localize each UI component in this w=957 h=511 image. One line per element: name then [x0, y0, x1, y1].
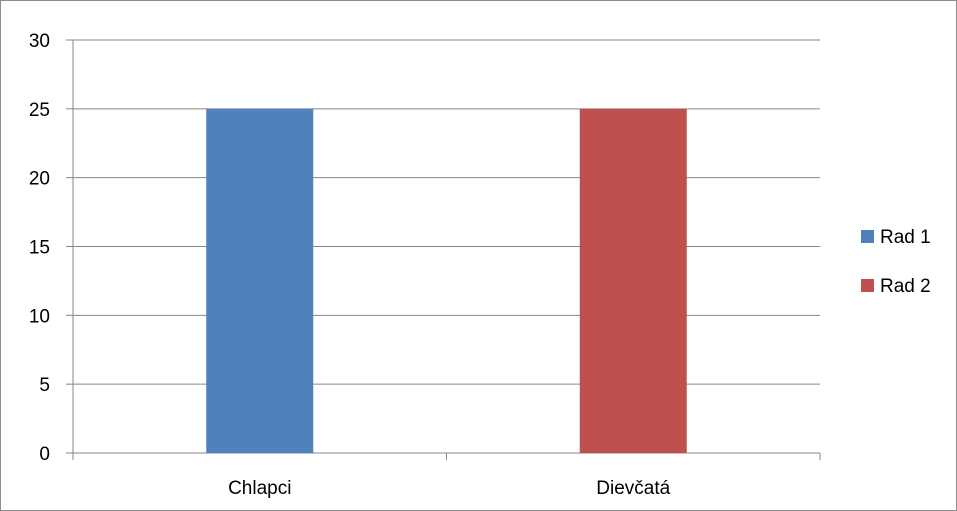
y-tick-label-0: 0: [39, 444, 50, 465]
legend-swatch-1: [861, 279, 874, 292]
y-tick-label-20: 20: [29, 169, 50, 190]
legend-label-1: Rad 2: [880, 276, 931, 297]
bars: [206, 108, 687, 453]
bar-rad-1-0: [206, 108, 314, 453]
y-tick-label-25: 25: [29, 100, 50, 121]
legend-swatch-0: [861, 230, 874, 243]
y-tick-label-30: 30: [29, 31, 50, 52]
legend-label-0: Rad 1: [880, 227, 931, 248]
y-tick-label-10: 10: [29, 306, 50, 327]
y-tick-label-15: 15: [29, 238, 50, 259]
x-category-label-1: Dievčatá: [596, 478, 670, 499]
y-axis-tick-labels: 0 5 10 15 20 25 30: [29, 31, 50, 465]
axes: [66, 39, 821, 460]
bar-rad-2-1: [579, 108, 687, 453]
y-tick-label-5: 5: [39, 375, 50, 396]
x-axis-category-labels: Chlapci Dievčatá: [228, 478, 671, 499]
legend: Rad 1 Rad 2: [861, 227, 931, 297]
x-category-label-0: Chlapci: [228, 478, 291, 499]
gridlines: [73, 39, 820, 385]
